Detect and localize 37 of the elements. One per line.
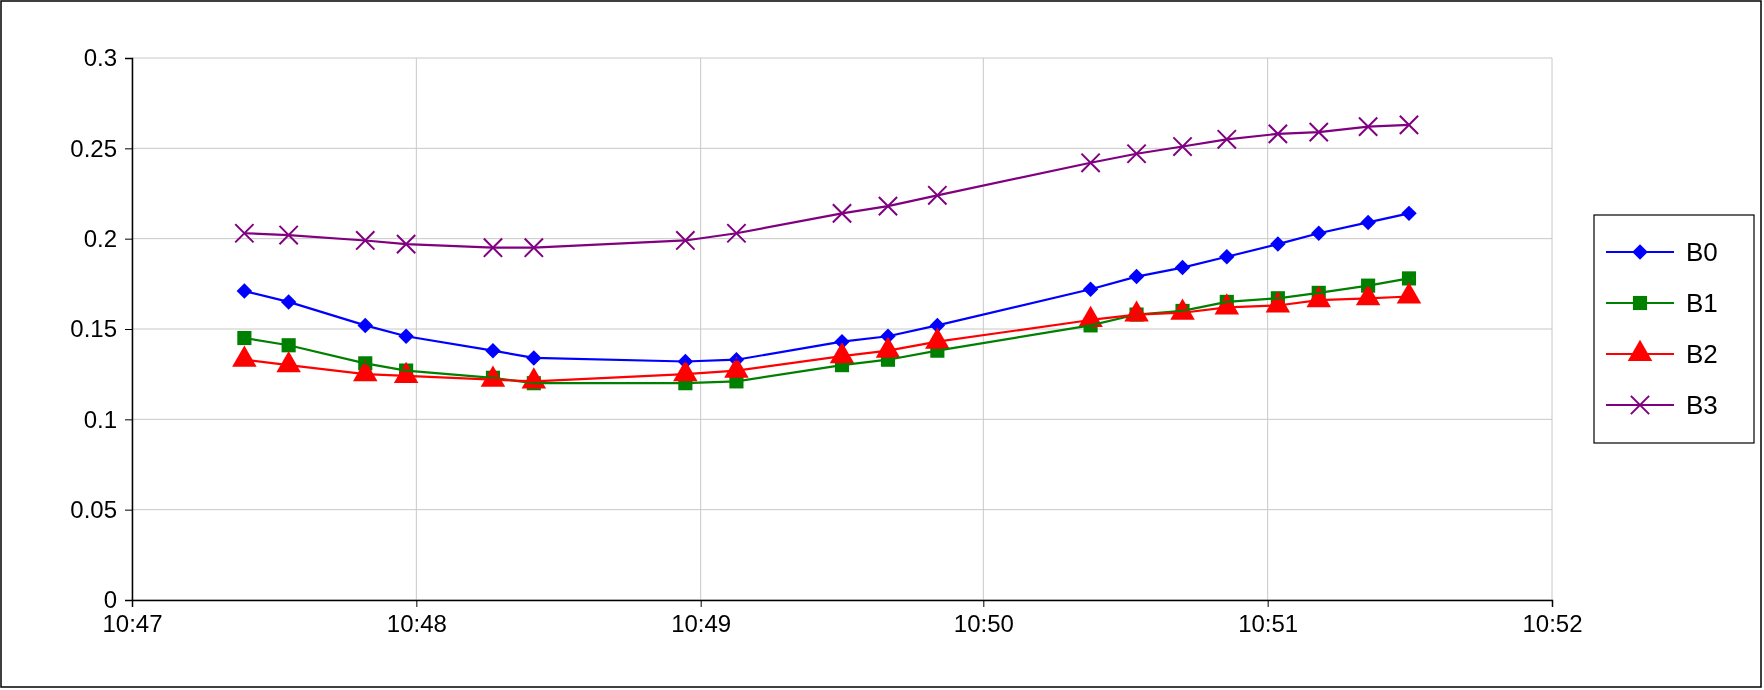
point [523, 237, 544, 258]
x-tick-label: 10:50 [953, 610, 1014, 638]
point [1357, 116, 1379, 137]
legend-label: B0 [1686, 237, 1718, 267]
legend-label: B2 [1686, 339, 1718, 369]
point [482, 237, 504, 258]
point [1398, 114, 1420, 135]
y-tick-label: 0.15 [70, 315, 117, 343]
point [1308, 121, 1329, 143]
point [675, 230, 696, 251]
legend-label: B3 [1686, 390, 1718, 420]
x-tick-label: 10:51 [1238, 610, 1299, 638]
point [1080, 152, 1101, 173]
point [1172, 136, 1193, 157]
point [1401, 205, 1417, 222]
x-tick-label: 10:52 [1522, 610, 1583, 638]
y-tick-label: 0.25 [70, 134, 117, 162]
point [278, 224, 299, 246]
y-tick-label: 0.1 [83, 405, 117, 433]
point [877, 196, 899, 217]
point [1126, 143, 1147, 164]
point [726, 223, 747, 244]
point [927, 185, 948, 206]
point [1216, 129, 1237, 150]
point [395, 233, 417, 255]
y-tick-label: 0.05 [70, 495, 117, 523]
point [1267, 123, 1289, 145]
x-tick-label: 10:48 [386, 610, 447, 638]
point [236, 283, 253, 299]
x-tick-label: 10:49 [671, 610, 732, 638]
point [355, 230, 376, 251]
y-tick-label: 0.3 [83, 44, 117, 72]
legend-label: B1 [1686, 288, 1718, 318]
y-tick-label: 0.2 [83, 224, 117, 252]
point [234, 223, 255, 244]
point [831, 203, 853, 224]
point [237, 330, 252, 346]
